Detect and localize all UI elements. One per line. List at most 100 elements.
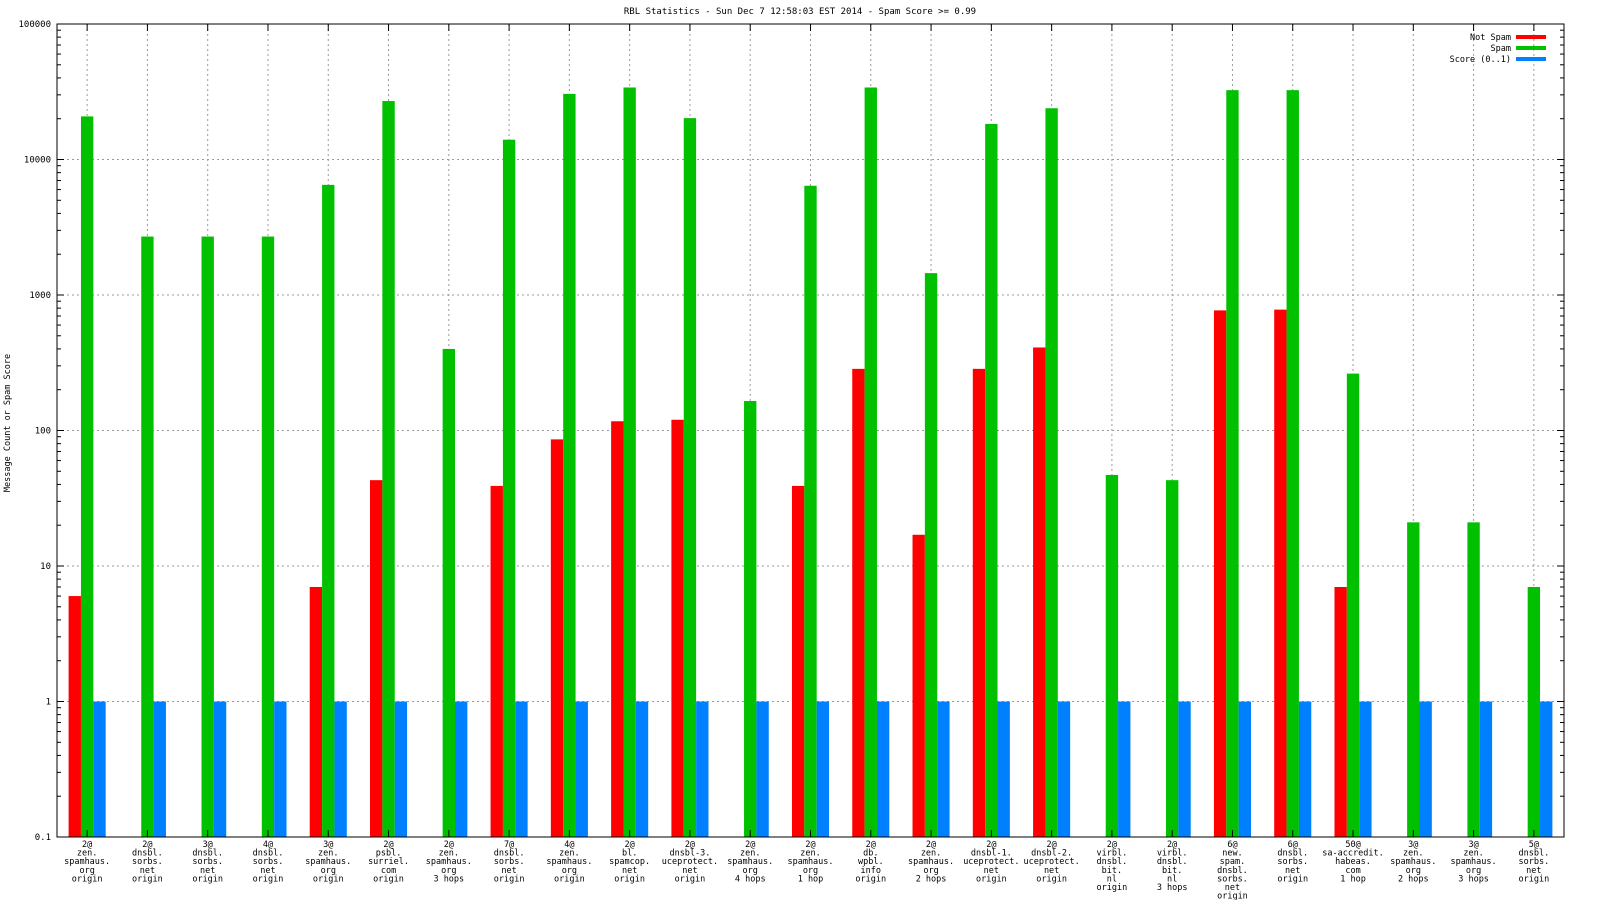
x-category-label-line: uceprotect. xyxy=(963,857,1019,867)
bar-score-0-1-0 xyxy=(93,701,106,837)
x-category-label-line: virbl. xyxy=(1157,849,1188,859)
x-category-label-line: spamhaus. xyxy=(1451,857,1497,867)
x-category-label-line: 1 hop xyxy=(798,874,824,884)
x-category-label-line: dnsbl. xyxy=(192,849,223,859)
bars xyxy=(68,87,1553,838)
x-category-label-line: origin xyxy=(253,874,284,884)
x-category-label-line: 50@ xyxy=(1345,840,1360,850)
bar-not-spam-21 xyxy=(1334,586,1347,837)
x-category-label-line: dnsbl-2. xyxy=(1031,849,1072,859)
bar-spam-1 xyxy=(141,236,154,837)
x-category-label: 2@ zen. spamhaus. org 4 hops xyxy=(727,840,773,884)
x-category-label-line: spam. xyxy=(1220,857,1246,867)
x-category-label-line: spamhaus. xyxy=(305,857,351,867)
x-category-label-line: 2@ xyxy=(805,840,815,850)
x-category-label-line: 3@ xyxy=(323,840,333,850)
x-category-label-line: bit. xyxy=(1102,866,1122,876)
x-category-label: 50@ sa-accredit. habeas. com 1 hop xyxy=(1322,840,1383,884)
x-category-label-line: origin xyxy=(1217,892,1248,900)
bar-spam-7 xyxy=(502,139,516,837)
x-category-label-line: net xyxy=(622,866,637,876)
x-category-label-line: 3@ xyxy=(203,840,213,850)
x-category-label-line: virbl. xyxy=(1097,849,1128,859)
x-category-label: 2@ zen. spamhaus. org origin xyxy=(64,840,110,884)
x-category-label: 4@ zen. spamhaus. org origin xyxy=(546,840,592,884)
bar-spam-9 xyxy=(623,87,636,837)
x-category-label-line: habeas. xyxy=(1335,857,1371,867)
x-category-label-line: dnsbl. xyxy=(132,849,163,859)
bar-not-spam-20 xyxy=(1274,309,1287,837)
bar-spam-14 xyxy=(924,273,938,837)
bar-score-0-1-20 xyxy=(1298,701,1312,837)
x-category-label-line: origin xyxy=(855,874,886,884)
x-category-label-line: origin xyxy=(494,874,525,884)
bar-score-0-1-3 xyxy=(274,701,287,837)
y-tick-label: 1000 xyxy=(29,291,51,301)
bar-spam-20 xyxy=(1286,90,1299,838)
x-category-label-line: 3@ xyxy=(1408,840,1418,850)
x-category-label: 6@ new. spam. dnsbl. sorbs. net origin xyxy=(1217,840,1248,900)
x-category-label: 2@ dnsbl-1. uceprotect. net origin xyxy=(963,840,1019,884)
x-category-label-line: sa-accredit. xyxy=(1322,849,1383,859)
x-category-label-line: net xyxy=(200,866,215,876)
bar-score-0-1-24 xyxy=(1540,701,1553,837)
x-category-label-line: org xyxy=(1466,866,1481,876)
x-category-label: 2@ virbl. dnsbl. bit. nl origin xyxy=(1097,840,1128,893)
y-tick-label: 0.1 xyxy=(35,833,51,843)
bar-score-0-1-8 xyxy=(575,701,588,837)
x-category-label-line: net xyxy=(984,866,999,876)
bar-score-0-1-12 xyxy=(816,701,830,837)
y-tick-label: 1 xyxy=(46,698,51,708)
x-category-label-line: 2@ xyxy=(986,840,996,850)
x-category-label-line: 2@ xyxy=(1167,840,1177,850)
y-axis: 0.1 1 10 100 1000 10000 100000 xyxy=(18,20,1564,843)
x-category-label-line: net xyxy=(1044,866,1059,876)
x-category-label-line: dnsbl. xyxy=(1097,857,1128,867)
x-category-label-line: 3@ xyxy=(1468,840,1478,850)
x-category-label-line: net xyxy=(1225,883,1240,893)
bar-not-spam-8 xyxy=(550,439,564,837)
y-tick-label: 100000 xyxy=(18,20,51,30)
x-category-label-line: sorbs. xyxy=(1217,874,1248,884)
x-category-label: 2@ bl. spamcop. net origin xyxy=(609,840,650,884)
bar-score-0-1-23 xyxy=(1479,701,1493,837)
bar-spam-8 xyxy=(563,93,576,837)
x-category-label-line: dnsbl-3. xyxy=(669,849,710,859)
bar-score-0-1-16 xyxy=(1057,701,1071,837)
bar-spam-4 xyxy=(322,184,335,838)
x-category-label-line: 2@ xyxy=(866,840,876,850)
x-category-label-line: spamcop. xyxy=(609,857,650,867)
bar-not-spam-13 xyxy=(852,368,865,837)
x-category-label: 2@ zen. spamhaus. org 3 hops xyxy=(426,840,472,884)
x-category-label: 7@ dnsbl. sorbs. net origin xyxy=(494,840,525,884)
x-category-label-line: origin xyxy=(1519,874,1550,884)
bar-spam-13 xyxy=(864,87,877,837)
x-category-label: 5@ dnsbl. sorbs. net origin xyxy=(1519,840,1550,884)
bar-not-spam-19 xyxy=(1213,310,1227,837)
x-category-label-line: spamhaus. xyxy=(64,857,110,867)
x-category-label-line: 4@ xyxy=(263,840,273,850)
bar-score-0-1-6 xyxy=(454,701,468,837)
bar-spam-22 xyxy=(1407,522,1420,837)
x-category-label-line: sorbs. xyxy=(494,857,525,867)
x-category-label: 3@ zen. spamhaus. org 3 hops xyxy=(1451,840,1497,884)
x-category-label-line: origin xyxy=(72,874,103,884)
bar-score-0-1-1 xyxy=(153,701,166,837)
x-category-label-line: surriel. xyxy=(368,857,409,867)
bar-score-0-1-22 xyxy=(1419,701,1432,837)
x-category-label-line: dnsbl. xyxy=(1217,866,1248,876)
bar-score-0-1-21 xyxy=(1359,701,1372,837)
x-category-label: 2@ zen. spamhaus. org 2 hops xyxy=(908,840,954,884)
x-category-label: 2@ zen. spamhaus. org 1 hop xyxy=(787,840,833,884)
x-category-label: 2@ dnsbl-2. uceprotect. net origin xyxy=(1023,840,1079,884)
x-category-label-line: com xyxy=(1345,866,1360,876)
x-category-label-line: zen. xyxy=(559,849,579,859)
bar-spam-11 xyxy=(744,401,757,837)
x-category-label-line: 2@ xyxy=(745,840,755,850)
bar-score-0-1-19 xyxy=(1238,701,1251,837)
x-category-label-line: bl. xyxy=(622,849,637,859)
x-category-label-line: spamhaus. xyxy=(1390,857,1436,867)
bar-spam-21 xyxy=(1346,373,1360,837)
x-category-label-line: 2@ xyxy=(1107,840,1117,850)
